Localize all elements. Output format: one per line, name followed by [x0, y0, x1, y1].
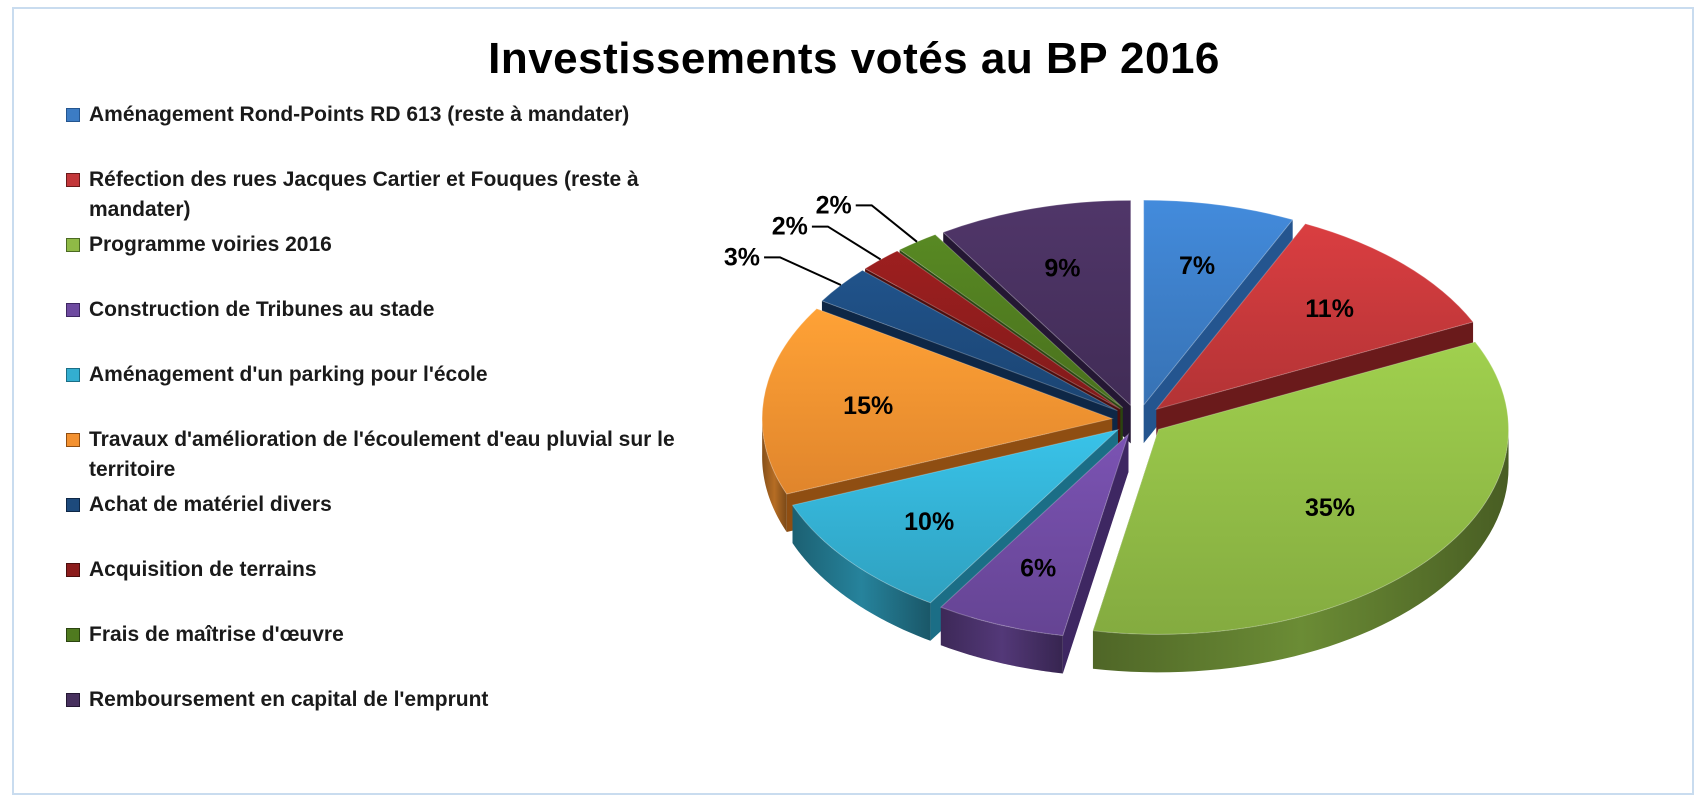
legend-item: Travaux d'amélioration de l'écoulement d…	[66, 425, 726, 485]
pie-value-label: 35%	[1305, 494, 1355, 522]
legend-swatch	[66, 173, 80, 187]
legend-swatch	[66, 628, 80, 642]
legend-item: Programme voiries 2016	[66, 230, 726, 260]
legend-label: Travaux d'amélioration de l'écoulement d…	[89, 428, 675, 481]
pie-slice-top	[791, 428, 1120, 604]
pie-slice-top	[864, 250, 1121, 410]
pie-value-label: 2%	[816, 191, 852, 219]
pie-slice-top	[939, 432, 1130, 637]
leader-line	[764, 256, 842, 286]
legend-label: Réfection des rues Jacques Cartier et Fo…	[89, 168, 639, 221]
chart-title: Investissements votés au BP 2016	[488, 34, 1220, 83]
legend-item: Aménagement d'un parking pour l'école	[66, 360, 726, 390]
legend-label: Acquisition de terrains	[89, 558, 317, 581]
pie-slice-outer-wall	[1092, 429, 1509, 673]
legend-swatch	[66, 238, 80, 252]
pie-value-label: 6%	[1020, 555, 1056, 583]
legend-label: Remboursement en capital de l'emprunt	[89, 688, 489, 711]
pie-slice	[1092, 341, 1510, 673]
leader-line	[811, 225, 882, 261]
legend-item: Réfection des rues Jacques Cartier et Fo…	[66, 165, 726, 225]
pie-slice-top	[1155, 223, 1474, 411]
pie-slice-top	[761, 308, 1114, 495]
legend-label: Programme voiries 2016	[89, 233, 332, 256]
legend-swatch	[66, 693, 80, 707]
legend-swatch	[66, 433, 80, 447]
legend-label: Aménagement d'un parking pour l'école	[89, 363, 488, 386]
legend-label: Construction de Tribunes au stade	[89, 298, 435, 321]
legend-item: Construction de Tribunes au stade	[66, 295, 726, 325]
pie-value-label: 10%	[904, 508, 954, 536]
pie-slice-outer-wall	[792, 505, 931, 641]
pie-value-label: 7%	[1179, 252, 1215, 280]
pie-slice-top	[1143, 199, 1294, 407]
legend-item: Achat de matériel divers	[66, 490, 726, 520]
legend-item: Aménagement Rond-Points RD 613 (reste à …	[66, 100, 726, 130]
pie-slice-outer-wall	[940, 607, 1063, 674]
legend-swatch	[66, 108, 80, 122]
pie-slice-top	[1092, 341, 1510, 635]
legend-swatch	[66, 303, 80, 317]
legend-item: Acquisition de terrains	[66, 555, 726, 585]
pie-value-label: 9%	[1044, 255, 1080, 283]
pie-value-label: 3%	[724, 243, 760, 271]
pie-slice-top	[821, 269, 1118, 412]
legend-label: Frais de maîtrise d'œuvre	[89, 623, 344, 646]
pie-slice	[939, 432, 1130, 674]
legend-swatch	[66, 498, 80, 512]
pie-value-label: 15%	[843, 392, 893, 420]
pie-slice-top	[898, 234, 1124, 409]
pie-value-label: 2%	[772, 213, 808, 241]
pie-value-label: 11%	[1305, 295, 1354, 323]
legend-swatch	[66, 563, 80, 577]
legend-label: Achat de matériel divers	[89, 493, 332, 516]
pie-slice-outer-wall	[762, 415, 787, 533]
legend-item: Frais de maîtrise d'œuvre	[66, 620, 726, 650]
legend-swatch	[66, 368, 80, 382]
pie-slice-wall	[1062, 434, 1129, 674]
leader-line	[855, 204, 918, 243]
pie-slice-top	[942, 199, 1132, 407]
legend-label: Aménagement Rond-Points RD 613 (reste à …	[89, 103, 630, 126]
legend-item: Remboursement en capital de l'emprunt	[66, 685, 726, 715]
